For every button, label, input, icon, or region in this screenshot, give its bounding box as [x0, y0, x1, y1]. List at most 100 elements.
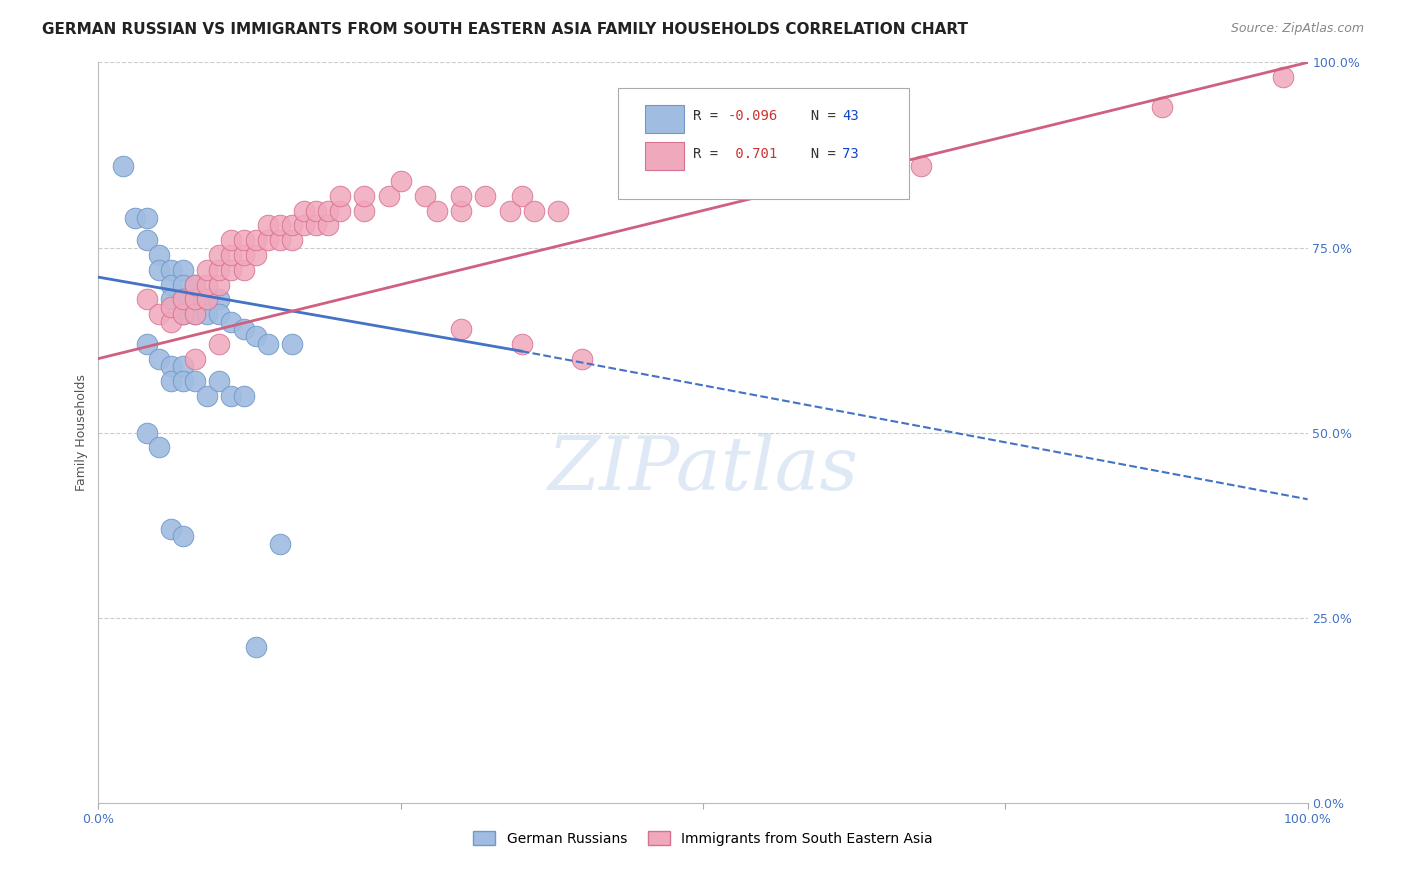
Point [208, 262, 231, 277]
Point [256, 219, 278, 233]
Point [221, 262, 243, 277]
Text: 43: 43 [842, 110, 859, 123]
Point [172, 293, 194, 307]
Point [172, 529, 194, 543]
Point [292, 203, 315, 218]
Point [184, 293, 207, 307]
Text: GERMAN RUSSIAN VS IMMIGRANTS FROM SOUTH EASTERN ASIA FAMILY HOUSEHOLDS CORRELATI: GERMAN RUSSIAN VS IMMIGRANTS FROM SOUTH … [42, 22, 969, 37]
Y-axis label: Family Households: Family Households [75, 374, 89, 491]
Point [281, 219, 304, 233]
Point [316, 219, 339, 233]
Text: 73: 73 [842, 146, 859, 161]
Text: N =: N = [793, 146, 844, 161]
Point [172, 262, 194, 277]
Point [510, 336, 533, 351]
Point [135, 211, 157, 225]
Point [195, 307, 218, 321]
Point [160, 293, 183, 307]
Text: N =: N = [793, 110, 844, 123]
Point [813, 145, 835, 159]
Point [232, 262, 254, 277]
Point [172, 307, 194, 321]
Point [148, 262, 170, 277]
Point [305, 219, 328, 233]
Point [208, 248, 231, 262]
Point [413, 188, 436, 202]
Point [195, 388, 218, 402]
Point [184, 374, 207, 388]
Point [135, 233, 157, 247]
Point [184, 307, 207, 321]
Point [160, 300, 183, 314]
Point [184, 351, 207, 366]
Point [148, 307, 170, 321]
Point [148, 351, 170, 366]
Point [353, 188, 375, 202]
Point [450, 203, 472, 218]
Point [160, 277, 183, 292]
Point [111, 159, 134, 173]
Point [269, 233, 291, 247]
Point [245, 640, 267, 655]
Point [195, 293, 218, 307]
Text: -0.096: -0.096 [727, 110, 778, 123]
Point [208, 307, 231, 321]
Point [305, 203, 328, 218]
Text: 0.701: 0.701 [727, 146, 778, 161]
Point [172, 307, 194, 321]
Point [292, 219, 315, 233]
Point [450, 322, 472, 336]
Point [474, 188, 496, 202]
Bar [645, 104, 683, 133]
Point [910, 159, 932, 173]
Point [450, 188, 472, 202]
Point [160, 374, 183, 388]
Point [256, 233, 278, 247]
Point [148, 441, 170, 455]
Point [426, 203, 449, 218]
Point [160, 262, 183, 277]
Point [571, 351, 593, 366]
Point [160, 522, 183, 536]
Point [232, 388, 254, 402]
Point [208, 374, 231, 388]
Point [184, 277, 207, 292]
Legend: German Russians, Immigrants from South Eastern Asia: German Russians, Immigrants from South E… [468, 825, 938, 851]
Point [172, 293, 194, 307]
Point [172, 359, 194, 373]
Point [329, 188, 352, 202]
Point [184, 293, 207, 307]
Text: ZIPatlas: ZIPatlas [547, 434, 859, 506]
Point [232, 233, 254, 247]
Point [245, 329, 267, 343]
Point [195, 262, 218, 277]
Point [389, 174, 412, 188]
Point [172, 374, 194, 388]
Point [692, 159, 714, 173]
Point [245, 248, 267, 262]
Text: Source: ZipAtlas.com: Source: ZipAtlas.com [1230, 22, 1364, 36]
Point [547, 203, 569, 218]
Text: R =: R = [693, 146, 727, 161]
Point [195, 277, 218, 292]
Bar [645, 142, 683, 169]
Point [1152, 100, 1174, 114]
Point [256, 336, 278, 351]
Point [135, 336, 157, 351]
Point [208, 336, 231, 351]
Point [377, 188, 399, 202]
FancyBboxPatch shape [619, 88, 908, 200]
Point [135, 425, 157, 440]
Point [221, 388, 243, 402]
Point [221, 248, 243, 262]
Point [195, 293, 218, 307]
Point [329, 203, 352, 218]
Point [510, 188, 533, 202]
Point [221, 314, 243, 328]
Point [184, 307, 207, 321]
Point [208, 293, 231, 307]
Point [160, 359, 183, 373]
Point [1272, 70, 1295, 85]
Point [269, 536, 291, 550]
Point [269, 219, 291, 233]
